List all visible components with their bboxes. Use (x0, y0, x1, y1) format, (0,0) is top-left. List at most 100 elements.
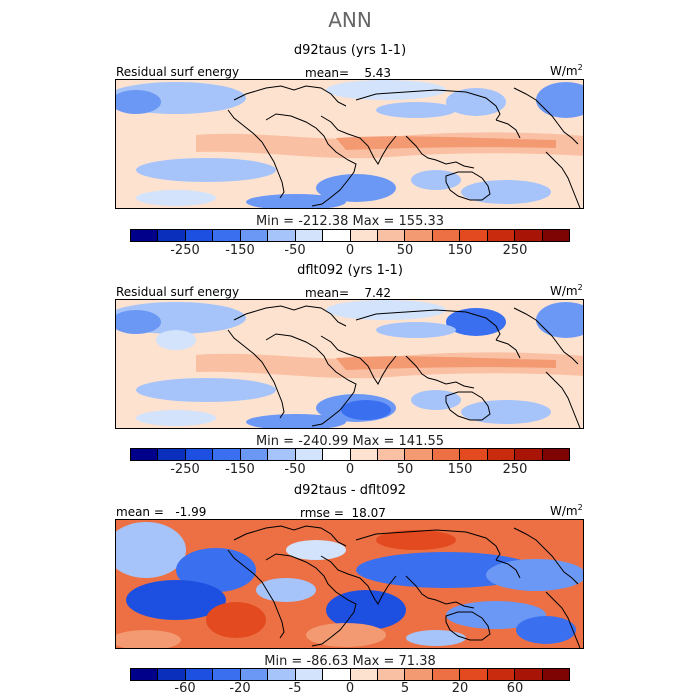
panel-2-units: W/m2 (550, 283, 583, 298)
field-blob (256, 578, 316, 602)
colorbar-tick-label: -50 (284, 462, 306, 477)
field-blob (306, 623, 386, 647)
panel-3-units: W/m2 (550, 503, 583, 518)
panel-2-map (115, 299, 584, 429)
panel-1-minmax: Min = -212.38 Max = 155.33 (255, 214, 445, 229)
colorbar-swatch (350, 230, 378, 241)
colorbar-swatch (487, 669, 516, 680)
colorbar-tick-label: -250 (170, 243, 200, 258)
figure-title: ANN (328, 8, 372, 32)
panel-2-colorbar-ticks: -250 -150 -50 0 50 150 250 (130, 462, 570, 478)
colorbar-tick-label: 0 (345, 681, 355, 696)
panel-3-colorbar-ticks: -60 -20 -5 0 5 20 60 (130, 681, 570, 697)
field-blob (136, 158, 276, 182)
colorbar-tick-label: 250 (502, 243, 528, 258)
colorbar-swatch (515, 449, 543, 460)
colorbar-swatch (377, 669, 406, 680)
colorbar-tick-label: -50 (284, 243, 306, 258)
colorbar-swatch (131, 669, 159, 680)
colorbar-swatch (542, 669, 569, 680)
colorbar-tick-label: -5 (288, 681, 302, 696)
colorbar-swatch (295, 230, 324, 241)
coastlines (227, 85, 581, 208)
field-band (336, 136, 556, 150)
colorbar-tick-label: 0 (345, 462, 355, 477)
colorbar-tick-label: 60 (506, 681, 524, 696)
field-blob (156, 330, 196, 350)
colorbar-swatch (432, 230, 461, 241)
panel-1-colorbar (130, 229, 570, 242)
field-blob (406, 630, 466, 646)
colorbar-swatch (542, 230, 569, 241)
colorbar-swatch (185, 449, 214, 460)
field-blob (376, 322, 456, 338)
field-blob (446, 88, 506, 116)
coastlines (227, 525, 581, 648)
colorbar-tick-label: -60 (174, 681, 196, 696)
field-blob (326, 590, 406, 630)
panel-3-minmax: Min = -86.63 Max = 71.38 (264, 654, 436, 669)
field-blob (536, 302, 583, 338)
colorbar-swatch (460, 449, 488, 460)
field-blob (326, 80, 446, 100)
colorbar-swatch (240, 669, 269, 680)
colorbar-swatch (515, 230, 543, 241)
panel-3-colorbar (130, 668, 570, 681)
field-band (336, 356, 556, 370)
panel-1-variable-label: Residual surf energy (116, 65, 240, 79)
panel-2-title: dflt092 (yrs 1-1) (297, 263, 403, 278)
colorbar-swatch (213, 449, 241, 460)
field-blob (316, 174, 396, 202)
field-blob (116, 630, 181, 648)
colorbar-swatch (323, 669, 351, 680)
colorbar-swatch (131, 230, 159, 241)
colorbar-tick-label: -150 (225, 243, 255, 258)
field-blob (206, 602, 266, 638)
colorbar-swatch (131, 449, 159, 460)
colorbar-swatch (460, 230, 488, 241)
panel-1-colorbar-ticks: -250 -150 -50 0 50 150 250 (130, 243, 570, 259)
colorbar-tick-label: -150 (225, 462, 255, 477)
colorbar-swatch (185, 669, 214, 680)
coastlines (227, 305, 581, 428)
colorbar-swatch (487, 230, 516, 241)
colorbar-tick-label: 0 (345, 243, 355, 258)
colorbar-swatch (158, 669, 186, 680)
panel-1-title: d92taus (yrs 1-1) (293, 43, 407, 58)
colorbar-swatch (350, 669, 378, 680)
colorbar-swatch (542, 449, 569, 460)
colorbar-swatch (240, 449, 269, 460)
colorbar-swatch (487, 449, 516, 460)
colorbar-swatch (432, 669, 461, 680)
colorbar-tick-label: 50 (396, 243, 414, 258)
colorbar-swatch (268, 669, 296, 680)
field-blob (326, 300, 446, 320)
panel-3-rmse-label: rmse = 18.07 (300, 506, 386, 520)
colorbar-swatch (377, 230, 406, 241)
field-blob (516, 616, 576, 644)
field-blob (116, 522, 186, 578)
field-blob (536, 82, 583, 118)
field-blob (486, 559, 583, 591)
panel-3-mean-label: mean = -1.99 (116, 505, 207, 519)
field-blob (286, 540, 346, 560)
colorbar-swatch (515, 669, 543, 680)
field-blob (136, 410, 216, 426)
panel-1-map (115, 79, 584, 209)
colorbar-swatch (295, 669, 324, 680)
field-blob (376, 530, 456, 550)
colorbar-tick-label: 150 (447, 243, 473, 258)
field-blob (461, 400, 551, 424)
colorbar-tick-label: -20 (229, 681, 251, 696)
field-blob (126, 580, 226, 620)
panel-3-title: d92taus - dflt092 (293, 483, 407, 498)
colorbar-tick-label: -250 (170, 462, 200, 477)
colorbar-swatch (405, 230, 433, 241)
colorbar-swatch (185, 230, 214, 241)
field-blob (461, 180, 551, 204)
colorbar-tick-label: 150 (447, 462, 473, 477)
field-blob (446, 601, 546, 629)
field-blob (136, 378, 276, 402)
panel-3-map (115, 519, 584, 649)
colorbar-swatch (405, 449, 433, 460)
